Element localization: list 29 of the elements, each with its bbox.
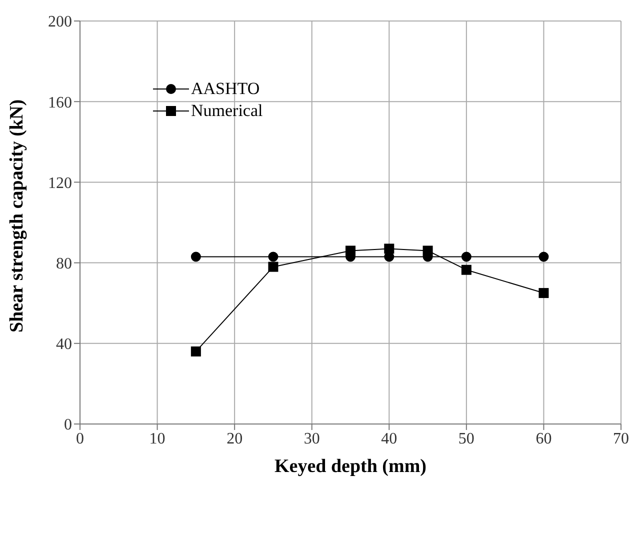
x-tick-label: 20 [226, 430, 243, 448]
y-axis-title: Shear strength capacity (kN) [6, 99, 28, 332]
y-tick-label: 80 [56, 255, 72, 272]
point [422, 246, 433, 256]
y-tick-label: 0 [64, 416, 72, 434]
legend-label: AASHTO [191, 79, 260, 99]
y-tick-label: 160 [48, 94, 72, 112]
point [268, 252, 278, 262]
x-tick-label: 40 [381, 430, 398, 448]
x-tick-label: 0 [76, 430, 84, 448]
point [268, 262, 278, 272]
point [461, 264, 472, 275]
point [461, 252, 472, 262]
y-tick-label: 200 [48, 14, 72, 31]
point [190, 252, 201, 262]
point [346, 246, 356, 256]
point [538, 288, 549, 298]
y-tick-label: 120 [48, 174, 72, 192]
x-axis-title: Keyed depth (mm) [274, 456, 426, 477]
y-tick-label: 40 [56, 336, 72, 354]
point [538, 252, 549, 262]
legend-label: Numerical [191, 101, 263, 121]
x-tick-label: 60 [536, 430, 552, 448]
x-tick-label: 70 [613, 430, 629, 448]
point [384, 244, 394, 254]
x-tick-label: 10 [149, 430, 166, 448]
x-tick-label: 50 [458, 430, 474, 448]
point [190, 346, 201, 356]
x-tick-label: 30 [304, 430, 320, 448]
